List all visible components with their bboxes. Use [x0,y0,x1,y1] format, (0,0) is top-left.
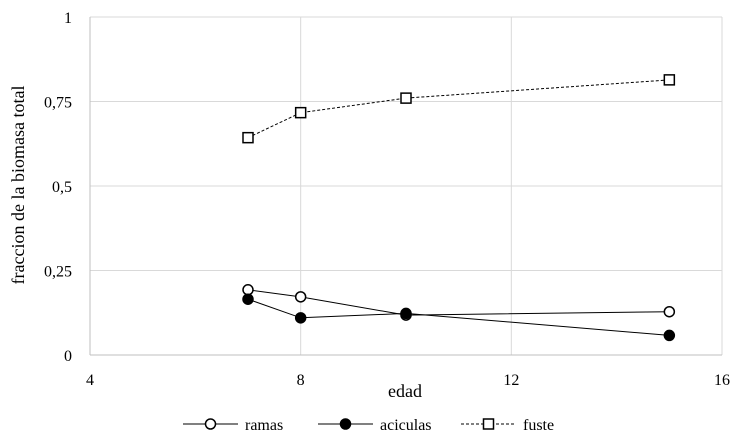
y-axis-label: fraccion de la biomasa total [8,86,28,285]
series-plot-area [242,74,676,342]
series-ramas [242,284,676,321]
legend-label-fuste: fuste [523,417,554,434]
legend-label-aciculas: aciculas [380,417,432,434]
y-tick-label: 0,25 [44,264,72,281]
data-point-ramas [663,305,676,318]
y-tick-label: 1 [64,10,72,27]
data-point-aciculas [242,293,254,305]
legend-marker-ramas [204,418,217,430]
legend-marker-fuste [482,418,495,430]
data-point-ramas [242,284,254,296]
series-aciculas [242,293,676,342]
x-tick-label: 16 [714,372,730,389]
data-point-aciculas [294,312,307,324]
data-point-aciculas [400,307,412,320]
axes: 0 0,25 0,5 0,75 1 4 8 12 16 [44,10,730,389]
axis-labels: fraccion de la biomasa total edad [8,86,422,401]
data-point-ramas [294,291,307,303]
gridlines [90,16,723,355]
series-line-fuste [247,79,670,139]
legend-item-fuste: fuste [461,417,554,434]
series-line-ramas [247,289,670,316]
x-axis-label: edad [388,381,422,401]
data-point-fuste [294,106,307,119]
legend-marker-aciculas [339,418,352,430]
data-point-fuste [663,74,676,86]
series-line-aciculas [247,298,670,336]
x-tick-label: 4 [86,372,94,389]
data-point-aciculas [663,329,676,342]
y-tick-label: 0,75 [44,95,72,112]
legend-item-aciculas: aciculas [318,417,432,434]
y-tick-label: 0 [64,348,72,365]
y-tick-label: 0,5 [52,179,72,196]
legend: ramas aciculas fuste [183,417,554,434]
x-tick-label: 12 [503,372,519,389]
legend-label-ramas: ramas [245,417,283,434]
x-tick-label: 8 [297,372,305,389]
legend-item-ramas: ramas [183,417,283,434]
data-point-fuste [400,92,412,104]
data-point-fuste [242,131,254,144]
series-fuste [242,74,676,144]
